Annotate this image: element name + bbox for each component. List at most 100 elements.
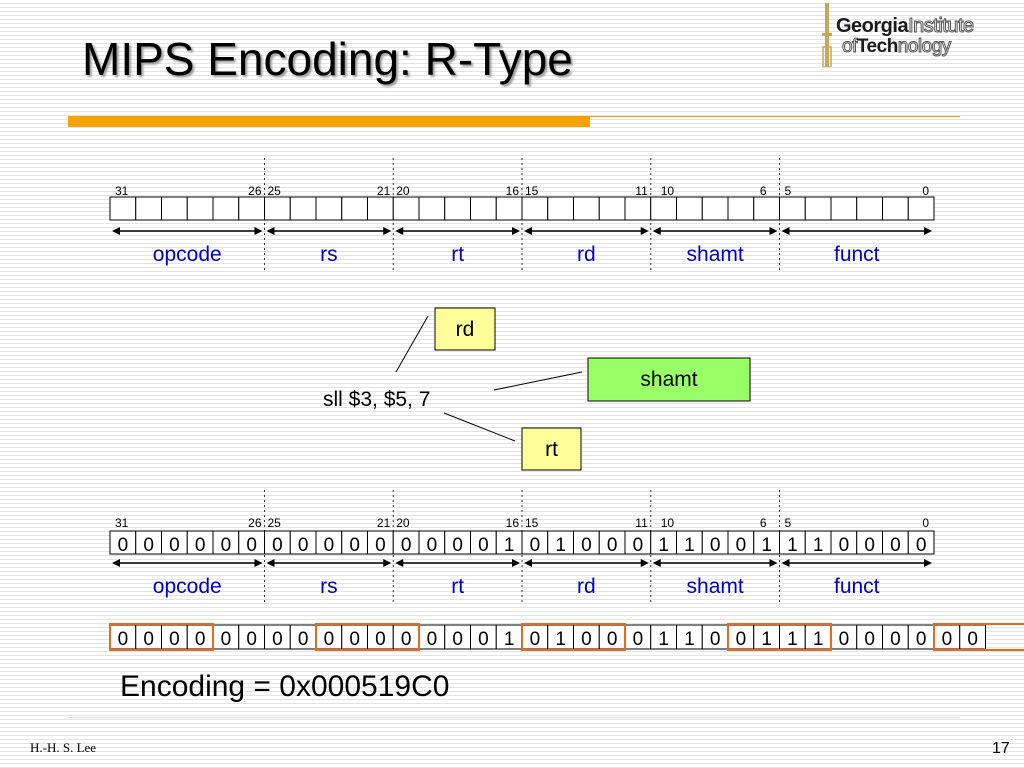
empty-bit-cell bbox=[573, 196, 600, 221]
bit-value: 1 bbox=[761, 535, 772, 556]
bit-number-label: 6 bbox=[760, 516, 767, 530]
arrowhead-right-icon bbox=[924, 227, 932, 235]
callout-box-rt bbox=[521, 427, 582, 471]
callout-label-rd: rd bbox=[456, 318, 475, 341]
empty-bit-cell bbox=[470, 196, 497, 221]
nibble-bit-value: 0 bbox=[839, 629, 850, 650]
bit-number-label: 16 bbox=[506, 516, 520, 530]
empty-bit-cell bbox=[212, 196, 240, 221]
logo-line-2: ofTechnology bbox=[842, 36, 952, 58]
bit-number-label: 20 bbox=[396, 184, 410, 198]
nibble-bit-cell bbox=[830, 624, 858, 650]
empty-bit-cell bbox=[779, 196, 806, 221]
empty-bit-cell bbox=[701, 196, 729, 221]
nibble-bit-value: 0 bbox=[169, 629, 180, 650]
nibble-bit-value: 0 bbox=[452, 629, 463, 650]
bit-value: 0 bbox=[581, 535, 592, 556]
bit-number-label: 6 bbox=[760, 184, 767, 198]
nibble-bit-value: 1 bbox=[504, 629, 515, 650]
nibble-bit-value: 0 bbox=[401, 629, 412, 650]
empty-bit-cell bbox=[624, 196, 652, 221]
nibble-bit-cell bbox=[264, 624, 291, 650]
empty-bit-cell bbox=[109, 196, 137, 221]
empty-bit-cell bbox=[804, 196, 832, 221]
bit-value: 1 bbox=[658, 535, 669, 556]
nibble-bit-cell bbox=[289, 624, 317, 650]
georgia-tech-logo: GeorgiaInstitute ofTechnology bbox=[820, 3, 1015, 67]
field-label-opcode: opcode bbox=[153, 575, 222, 598]
bit-value: 1 bbox=[684, 535, 695, 556]
empty-bit-cell bbox=[598, 196, 626, 221]
bit-value: 0 bbox=[272, 535, 283, 556]
bit-value: 0 bbox=[143, 535, 154, 556]
bit-value: 0 bbox=[864, 535, 875, 556]
nibble-bit-value: 0 bbox=[195, 629, 206, 650]
bit-value: 0 bbox=[607, 535, 618, 556]
nibble-bit-value: 1 bbox=[813, 629, 824, 650]
bit-value: 0 bbox=[530, 535, 541, 556]
nibble-bit-value: 1 bbox=[684, 629, 695, 650]
nibble-group-box bbox=[521, 623, 626, 651]
bit-value: 0 bbox=[298, 535, 309, 556]
empty-bit-cell bbox=[676, 196, 703, 221]
callout-leader-line bbox=[395, 315, 429, 373]
empty-bit-cell bbox=[521, 196, 549, 221]
empty-bit-cell bbox=[444, 196, 471, 221]
empty-bit-cell bbox=[418, 196, 446, 221]
field-label-shamt: shamt bbox=[687, 575, 744, 598]
nibble-bit-value: 0 bbox=[375, 629, 386, 650]
nibble-bit-value: 0 bbox=[246, 629, 257, 650]
bit-number-label: 25 bbox=[268, 516, 282, 530]
nibble-bit-value: 0 bbox=[607, 629, 618, 650]
bit-value: 1 bbox=[813, 535, 824, 556]
arrowhead-right-icon bbox=[769, 227, 778, 235]
nibble-bit-value: 0 bbox=[581, 629, 592, 650]
field-label-funct: funct bbox=[834, 575, 880, 598]
bit-number-label: 0 bbox=[922, 184, 929, 198]
nibble-bit-cell bbox=[521, 624, 549, 650]
nibble-bit-cell bbox=[882, 624, 909, 650]
nibble-bit-value: 0 bbox=[916, 629, 927, 650]
empty-bit-cell bbox=[392, 196, 420, 221]
nibble-bit-value: 0 bbox=[478, 629, 489, 650]
callout-box-shamt bbox=[587, 357, 751, 402]
logo-word-institute: Institute bbox=[908, 15, 975, 38]
arrowhead-left-icon bbox=[395, 227, 404, 235]
nibble-bit-value: 0 bbox=[143, 629, 154, 650]
bit-value: 0 bbox=[349, 535, 360, 556]
bit-value: 0 bbox=[169, 535, 180, 556]
bit-number-label: 20 bbox=[396, 516, 410, 530]
bit-number-label: 25 bbox=[268, 184, 282, 198]
nibble-group-box bbox=[933, 623, 1024, 651]
empty-bit-cell bbox=[135, 196, 162, 221]
field-label-rs: rs bbox=[320, 243, 338, 266]
bit-number-label: 31 bbox=[115, 184, 129, 198]
nibble-bit-cell bbox=[495, 624, 523, 650]
bit-number-label: 21 bbox=[377, 516, 391, 530]
nibble-bit-value: 0 bbox=[427, 629, 438, 650]
nibble-bit-cell bbox=[341, 624, 368, 650]
empty-bit-cell bbox=[341, 196, 368, 221]
arrowhead-left-icon bbox=[112, 559, 120, 567]
empty-bit-cell bbox=[650, 196, 677, 221]
field-label-shamt: shamt bbox=[687, 243, 744, 266]
empty-bit-cell bbox=[547, 196, 574, 221]
bit-number-label: 21 bbox=[377, 184, 391, 198]
nibble-bit-value: 1 bbox=[658, 629, 669, 650]
bit-number-label: 10 bbox=[661, 184, 675, 198]
empty-bit-cell bbox=[882, 196, 909, 221]
nibble-bit-value: 0 bbox=[633, 629, 644, 650]
bit-value: 0 bbox=[478, 535, 489, 556]
field-label-funct: funct bbox=[834, 243, 880, 266]
nibble-bit-cell bbox=[444, 624, 471, 650]
nibble-group-box bbox=[109, 623, 214, 651]
arrowhead-left-icon bbox=[781, 559, 790, 567]
empty-bit-cell bbox=[830, 196, 858, 221]
arrowhead-left-icon bbox=[112, 227, 120, 235]
page-number: 17 bbox=[992, 740, 1010, 757]
arrowhead-right-icon bbox=[769, 559, 778, 567]
encoded-bit-cell bbox=[907, 530, 935, 555]
nibble-bit-value: 0 bbox=[298, 629, 309, 650]
arrowhead-left-icon bbox=[781, 227, 790, 235]
bit-value: 0 bbox=[246, 535, 257, 556]
